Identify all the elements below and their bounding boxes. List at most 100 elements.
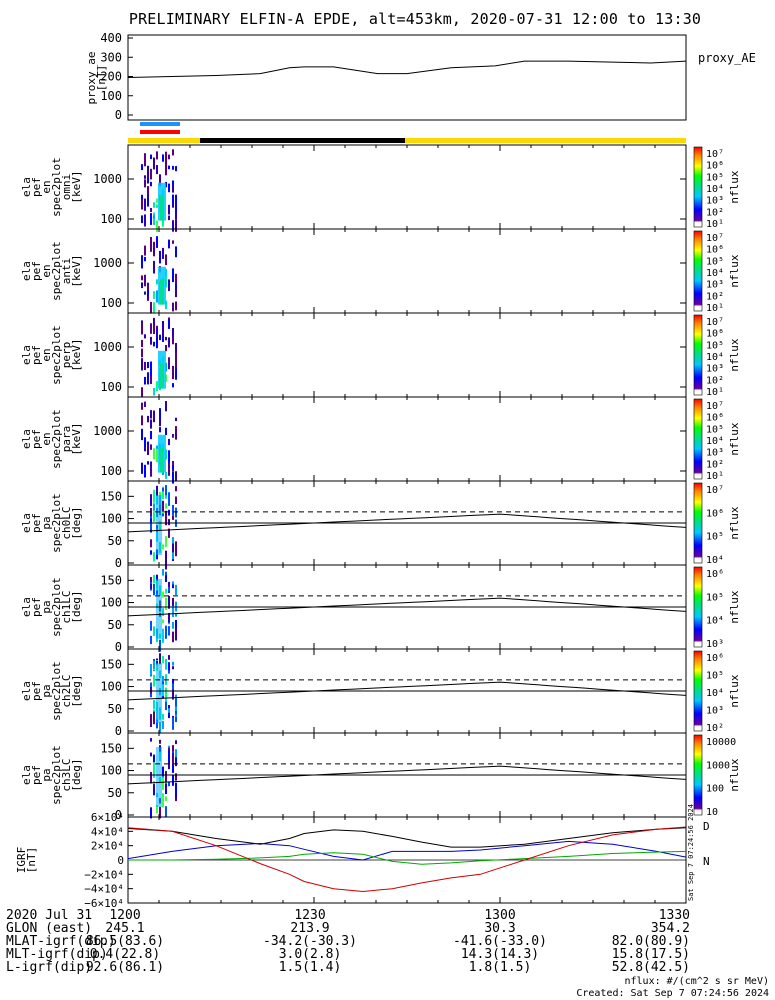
anti-cbar-tick-1: 10⁶ (706, 245, 724, 256)
ch1LC-cbar-tick-0: 10⁶ (706, 569, 724, 580)
ch0LC-ylabel-0: ela (20, 513, 33, 533)
anti-cbar-tick-3: 10⁴ (706, 268, 724, 279)
ch3LC-ylabel-0: ela (20, 765, 33, 785)
ephemeris-value-4-2: 1.8(1.5) (468, 960, 532, 975)
ch1LC-ylabel-0: ela (20, 597, 33, 617)
ch0LC-ylabel-3: spec2plot (50, 493, 63, 553)
ch1LC-ylabel-4: ch1LC (60, 590, 73, 623)
ch1LC-ylabel-3: spec2plot (50, 577, 63, 637)
igrf-ylabel-1: [nT] (25, 847, 38, 874)
ephemeris-label-2: MLAT-igrf(dip) (6, 934, 116, 949)
anti-ylabel-0: ela (20, 261, 33, 281)
ch2LC-cbar-tick-4: 10² (706, 723, 724, 734)
para-cbar-tick-6: 10¹ (706, 471, 724, 482)
ch0LC-cbar-tick-0: 10⁷ (706, 485, 724, 496)
igrf-series-0 (127, 827, 687, 848)
para-ylabel-2: en (40, 432, 53, 445)
omni-cbar-tick-3: 10⁴ (706, 184, 724, 195)
perp-panel: 1000100elapefenspec2plotperp[keV]10⁷10⁶1… (20, 312, 741, 398)
ch2LC-cbar-tick-3: 10³ (706, 706, 724, 717)
anti-ylabel-3: spec2plot (50, 241, 63, 301)
ch3LC-core-flux (156, 747, 162, 807)
ch1LC-colorbar (693, 566, 703, 648)
ch1LC-cbar-tick-3: 10³ (706, 639, 724, 650)
ch2LC-ylabel-3: spec2plot (50, 661, 63, 721)
anti-ylabel-5: [keV] (70, 254, 83, 287)
para-ylabel-0: ela (20, 429, 33, 449)
igrf-legend-D: D (703, 820, 710, 833)
science-zone-bar-blue (140, 122, 180, 126)
igrf-series-3 (127, 826, 687, 893)
ch0LC-ytick-50: 50 (108, 534, 122, 548)
omni-ylabel-1: pef (30, 177, 43, 197)
ephemeris-value-2-1: -34.2(-30.3) (263, 934, 357, 949)
ephemeris-value-3-3: 15.8(17.5) (611, 947, 690, 962)
page-title: PRELIMINARY ELFIN-A EPDE, alt=453km, 202… (128, 10, 702, 28)
para-ytick-100: 100 (100, 464, 122, 478)
ch2LC-ytick-100: 100 (100, 680, 122, 694)
ch3LC-colorbar (693, 734, 703, 816)
para-ylabel-4: para (60, 426, 73, 453)
igrf-ylabel-0: IGRF (15, 847, 28, 874)
omni-cbar-tick-4: 10³ (706, 196, 724, 207)
para-cbar-label: nflux (728, 422, 741, 455)
ch3LC-cbar-tick-1: 1000 (706, 760, 730, 771)
ch2LC-ytick-50: 50 (108, 702, 122, 716)
omni-cbar-tick-2: 10⁵ (706, 172, 724, 183)
perp-ytick-100: 100 (100, 380, 122, 394)
proxy-ae-line (127, 60, 687, 78)
omni-cbar-tick-6: 10¹ (706, 219, 724, 230)
ephemeris-value-4-3: 52.8(42.5) (611, 960, 690, 975)
ch3LC-ylabel-2: pa (40, 768, 53, 781)
ephemeris-value-0-2: 1300 (484, 908, 516, 923)
omni-cbar-tick-1: 10⁶ (706, 161, 724, 172)
units-note: nflux: #/(cm^2 s sr MeV) (624, 976, 770, 987)
anti-cbar-tick-0: 10⁷ (706, 233, 724, 244)
ch1LC-cbar-tick-1: 10⁵ (706, 592, 724, 603)
ch3LC-ylabel-5: [deg] (70, 758, 83, 791)
igrf-ytick-2: 2×10⁴ (91, 840, 124, 853)
perp-ylabel-3: spec2plot (50, 325, 63, 385)
ephemeris-value-1-1: 213.9 (290, 921, 330, 936)
perp-cbar-tick-4: 10³ (706, 364, 724, 375)
para-cbar-tick-1: 10⁶ (706, 413, 724, 424)
proxy-ae-ytick-200: 200 (100, 70, 122, 84)
ch2LC-cbar-tick-0: 10⁶ (706, 653, 724, 664)
ch1LC-ylabel-2: pa (40, 600, 53, 613)
anti-ylabel-1: pef (30, 261, 43, 281)
omni-ylabel-5: [keV] (70, 170, 83, 203)
omni-ytick-1000: 1000 (93, 172, 122, 186)
ch2LC-colorbar (693, 650, 703, 732)
para-ylabel-3: spec2plot (50, 409, 63, 469)
ephemeris-label-4: L-igrf(dip) (6, 960, 93, 975)
perp-colorbar (693, 314, 703, 396)
proxy-ae-ytick-400: 400 (100, 31, 122, 45)
anti-cbar-tick-2: 10⁵ (706, 256, 724, 267)
perp-ylabel-4: perp (60, 342, 73, 369)
anti-frame (127, 228, 687, 314)
anti-cbar-label: nflux (728, 254, 741, 287)
proxy-ae-ytick-100: 100 (100, 89, 122, 103)
para-panel: 1000100elapefenspec2plotpara[keV]10⁷10⁶1… (20, 396, 741, 484)
ephemeris-value-4-1: 1.5(1.4) (278, 960, 342, 975)
ch3LC-ylabel-1: pef (30, 765, 43, 785)
perp-ylabel-5: [keV] (70, 338, 83, 371)
igrf-panel: 6×10⁴4×10⁴2×10⁴0−2×10⁴−4×10⁴−6×10⁴IGRF[n… (15, 804, 710, 910)
ch1LC-ytick-0: 0 (115, 640, 122, 654)
proxy-ae-frame (127, 34, 687, 121)
omni-ylabel-0: ela (20, 177, 33, 197)
ephemeris-label-3: MLT-igrf(dip) (6, 947, 108, 962)
igrf-legend-N: N (703, 855, 710, 868)
perp-ylabel-1: pef (30, 345, 43, 365)
ch3LC-cbar-tick-2: 100 (706, 784, 724, 795)
perp-cbar-tick-2: 10⁵ (706, 340, 724, 351)
ch3LC-losscone-line (127, 765, 687, 785)
perp-cbar-tick-6: 10¹ (706, 387, 724, 398)
ephemeris-label-1: GLON (east) (6, 921, 93, 936)
proxy-ae-legend: proxy_AE (698, 51, 756, 65)
ch2LC-cbar-tick-2: 10⁴ (706, 688, 724, 699)
ch3LC-ytick-50: 50 (108, 786, 122, 800)
ephemeris-value-0-3: 1330 (658, 908, 690, 923)
